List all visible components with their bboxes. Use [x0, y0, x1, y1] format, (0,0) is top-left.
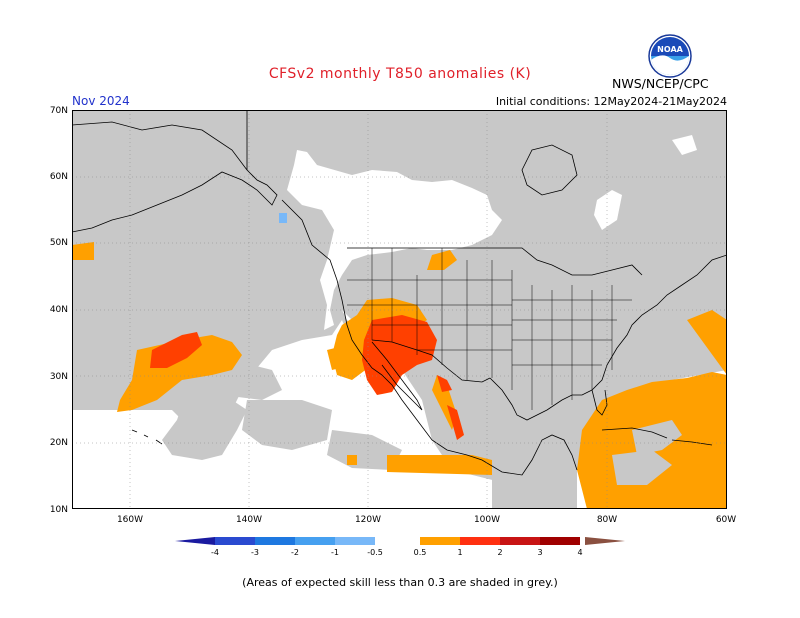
legend-swatches: [215, 537, 580, 545]
map-border: [72, 110, 727, 509]
legend-labels: -4 -3 -2 -1 -0.5 0.5 1 2 3 4: [211, 548, 583, 557]
lon-label-80w: 80W: [596, 515, 618, 525]
lon-label-60w: 60W: [715, 515, 737, 525]
legend-label-neg3: -3: [251, 548, 259, 557]
legend-swatch: [420, 537, 460, 545]
legend-label-neg2: -2: [291, 548, 299, 557]
grey-overlays: [612, 420, 682, 485]
state-boundaries: [347, 248, 632, 410]
legend-swatch: [255, 537, 295, 545]
skill-footnote: (Areas of expected skill less than 0.3 a…: [242, 576, 558, 589]
lat-label-30n: 30N: [49, 372, 68, 382]
lat-label-40n: 40N: [49, 305, 68, 315]
lat-label-70n: 70N: [49, 106, 68, 116]
lon-label-140w: 140W: [235, 515, 263, 525]
anomaly-map: [72, 110, 727, 509]
legend-swatch: [215, 537, 255, 545]
lat-label-20n: 20N: [49, 438, 68, 448]
skill-unmasked-white: [287, 135, 697, 330]
legend-label-pos2: 2: [497, 548, 502, 557]
legend-arrow-left: [175, 537, 215, 545]
legend-label-pos05: 0.5: [414, 548, 427, 557]
anomaly-red-orange: [150, 315, 464, 440]
legend-swatch: [335, 537, 375, 545]
map-title: CFSv2 monthly T850 anomalies (K): [268, 66, 532, 82]
lat-label-60n: 60N: [49, 172, 68, 182]
lat-label-50n: 50N: [49, 238, 68, 248]
legend-swatch: [500, 537, 540, 545]
lon-label-120w: 120W: [354, 515, 382, 525]
valid-month: Nov 2024: [72, 94, 130, 108]
legend-label-pos1: 1: [457, 548, 462, 557]
legend-arrow-right: [585, 537, 625, 545]
legend-label-pos4: 4: [577, 548, 582, 557]
legend-swatch: [460, 537, 500, 545]
coastlines: [72, 110, 727, 476]
anomaly-light-blue: [279, 213, 287, 223]
color-legend: -4 -3 -2 -1 -0.5 0.5 1 2 3 4: [175, 537, 625, 557]
legend-swatch: [295, 537, 335, 545]
legend-label-neg1: -1: [331, 548, 339, 557]
lon-label-100w: 100W: [473, 515, 501, 525]
legend-label-neg05: -0.5: [367, 548, 383, 557]
lon-label-160w: 160W: [116, 515, 144, 525]
legend-swatch: [375, 537, 420, 545]
initial-conditions: Initial conditions: 12May2024-21May2024: [495, 95, 727, 108]
legend-swatch: [540, 537, 580, 545]
lat-label-10n: 10N: [49, 505, 68, 515]
legend-label-pos3: 3: [537, 548, 542, 557]
legend-label-neg4: -4: [211, 548, 219, 557]
agency-label: NWS/NCEP/CPC: [612, 76, 709, 91]
noaa-logo: NOAA: [648, 34, 692, 78]
logo-text: NOAA: [657, 45, 683, 54]
